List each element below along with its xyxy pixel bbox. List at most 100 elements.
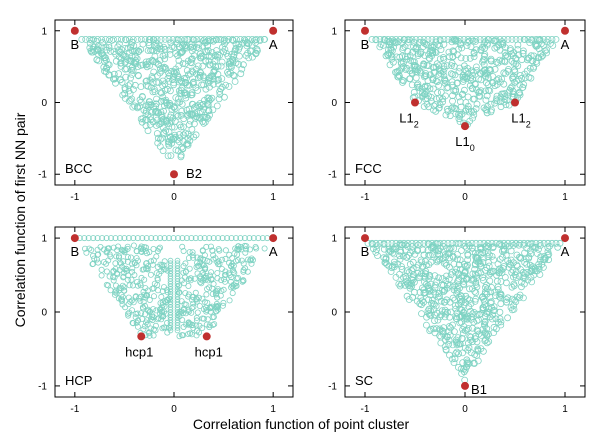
special-point xyxy=(202,332,211,341)
data-point xyxy=(523,67,531,75)
data-point xyxy=(470,53,478,61)
data-point xyxy=(470,111,478,119)
data-point xyxy=(203,308,210,315)
data-point xyxy=(129,319,136,326)
data-point xyxy=(91,47,99,55)
data-point xyxy=(496,315,504,323)
data-point xyxy=(119,296,126,303)
data-point xyxy=(525,253,533,261)
data-point xyxy=(158,89,166,97)
data-point xyxy=(218,287,225,294)
data-point xyxy=(474,357,482,365)
data-point xyxy=(140,266,147,273)
data-point xyxy=(410,62,418,70)
data-point xyxy=(205,36,213,43)
data-point xyxy=(492,239,500,247)
data-point xyxy=(229,282,236,289)
data-point xyxy=(454,278,461,285)
data-point xyxy=(485,271,493,279)
x-axis-label: Correlation function of point cluster xyxy=(192,416,410,432)
data-point xyxy=(158,67,166,75)
data-point xyxy=(517,266,524,273)
data-point xyxy=(390,258,398,266)
data-point xyxy=(435,274,443,282)
data-point xyxy=(451,71,459,79)
data-point xyxy=(115,243,122,250)
data-point xyxy=(199,269,206,276)
data-point xyxy=(233,36,240,43)
data-point xyxy=(185,105,193,113)
data-point xyxy=(210,68,218,76)
data-point xyxy=(400,63,407,70)
data-point xyxy=(433,258,441,266)
data-point xyxy=(181,280,188,287)
data-point xyxy=(473,271,481,279)
data-point xyxy=(521,259,529,266)
data-point xyxy=(125,235,132,242)
data-point xyxy=(482,70,490,77)
y-tick-label: 1 xyxy=(41,234,47,245)
data-point xyxy=(193,332,200,339)
data-point xyxy=(401,281,409,289)
data-point xyxy=(441,286,449,294)
data-point xyxy=(480,36,488,43)
data-point xyxy=(386,247,394,255)
data-point xyxy=(218,58,226,66)
data-point xyxy=(145,98,153,105)
data-point xyxy=(90,235,97,242)
data-point xyxy=(201,235,208,242)
data-point xyxy=(415,261,422,269)
data-point xyxy=(441,313,449,321)
data-point xyxy=(214,80,222,88)
data-point xyxy=(433,60,441,68)
data-point xyxy=(400,77,408,85)
data-point xyxy=(145,36,153,43)
data-point xyxy=(181,36,189,43)
data-point xyxy=(403,254,411,261)
data-point xyxy=(220,299,227,306)
data-point xyxy=(492,36,500,43)
data-point xyxy=(205,61,213,69)
data-point xyxy=(158,113,166,121)
data-point xyxy=(513,77,521,85)
data-point xyxy=(488,239,496,247)
data-point xyxy=(147,102,155,109)
data-point xyxy=(228,284,235,291)
data-point xyxy=(97,47,105,55)
data-point xyxy=(401,246,409,254)
data-point xyxy=(483,92,491,100)
data-point xyxy=(448,239,456,247)
data-point xyxy=(231,48,239,55)
data-point xyxy=(114,36,121,43)
data-point xyxy=(164,74,172,82)
data-point xyxy=(185,330,192,337)
data-point xyxy=(125,272,132,279)
data-point xyxy=(229,261,236,268)
data-point xyxy=(139,235,146,242)
data-point xyxy=(121,284,128,291)
data-point xyxy=(196,302,203,309)
data-point xyxy=(471,249,479,257)
data-point xyxy=(206,235,213,242)
data-point xyxy=(406,52,414,59)
data-point xyxy=(228,262,235,269)
data-point xyxy=(399,252,407,260)
data-point xyxy=(175,138,183,146)
data-point xyxy=(437,70,445,77)
data-point xyxy=(179,310,186,317)
data-point xyxy=(392,239,400,247)
data-point xyxy=(168,123,176,131)
data-point xyxy=(464,105,472,113)
data-point xyxy=(199,118,206,125)
data-point xyxy=(469,95,477,103)
data-point xyxy=(483,244,491,252)
data-point xyxy=(493,58,500,66)
data-point xyxy=(209,106,217,114)
data-point xyxy=(226,60,234,68)
data-point xyxy=(452,336,460,344)
data-point xyxy=(536,239,544,247)
data-point xyxy=(463,315,471,323)
data-point xyxy=(139,93,146,101)
data-point xyxy=(90,252,97,259)
data-point xyxy=(256,36,264,43)
